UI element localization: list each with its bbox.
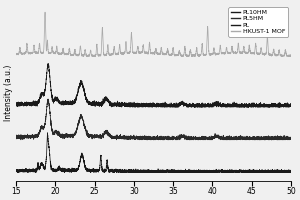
Legend: PL10HM, PL5HM, PL, HKUST-1 MOF: PL10HM, PL5HM, PL, HKUST-1 MOF — [229, 7, 288, 37]
Y-axis label: Intensity (a.u.): Intensity (a.u.) — [4, 64, 13, 121]
